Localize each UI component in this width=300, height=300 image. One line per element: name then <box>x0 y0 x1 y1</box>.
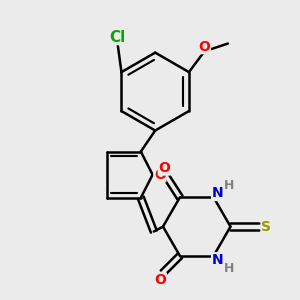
Text: O: O <box>199 40 210 54</box>
Text: H: H <box>224 262 234 275</box>
Text: O: O <box>158 161 170 175</box>
Text: S: S <box>261 220 271 234</box>
Text: N: N <box>212 253 223 267</box>
Text: H: H <box>224 179 234 192</box>
Text: O: O <box>154 168 166 182</box>
Text: N: N <box>212 187 223 200</box>
Text: Cl: Cl <box>110 29 126 44</box>
Text: O: O <box>154 273 166 287</box>
